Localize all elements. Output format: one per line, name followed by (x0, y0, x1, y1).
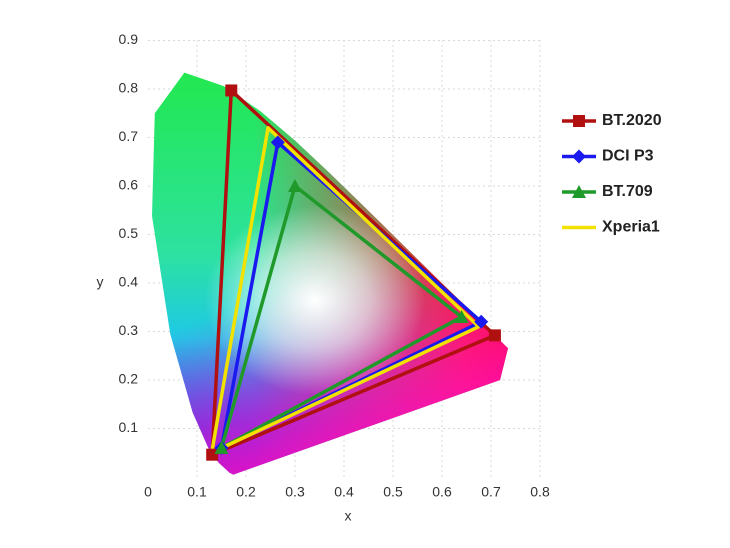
marker (206, 448, 219, 461)
marker (474, 314, 489, 329)
y-tick-label: 0.4 (119, 274, 139, 290)
marker (572, 149, 586, 164)
y-tick-label: 0.1 (119, 419, 139, 435)
legend-label: BT.2020 (602, 112, 662, 129)
y-tick-label: 0.9 (119, 31, 139, 47)
gamut-triangle (209, 126, 481, 455)
legend-label: Xperia1 (602, 219, 660, 236)
y-tick-label: 0.5 (119, 225, 139, 241)
x-tick-label: 0 (144, 484, 152, 500)
x-tick-label: 0.4 (334, 484, 354, 500)
marker (573, 115, 585, 127)
x-tick-label: 0.8 (530, 484, 550, 500)
gamut-triangle (210, 88, 497, 457)
y-tick-label: 0.8 (119, 80, 139, 96)
x-tick-label: 0.6 (432, 484, 452, 500)
legend-label: DCI P3 (602, 148, 654, 165)
x-tick-label: 0.1 (187, 484, 207, 500)
gamut-triangle (219, 184, 464, 450)
legend-label: BT.709 (602, 183, 653, 200)
y-tick-label: 0.2 (119, 371, 139, 387)
marker (288, 179, 302, 192)
legend-item: BT.709 (562, 183, 653, 200)
x-tick-label: 0.5 (383, 484, 403, 500)
y-tick-label: 0.6 (119, 177, 139, 193)
y-axis-label: y (97, 274, 104, 290)
x-tick-label: 0.3 (285, 484, 305, 500)
legend-item: DCI P3 (562, 148, 654, 165)
marker (225, 84, 238, 97)
x-tick-label: 0.7 (481, 484, 501, 500)
legend-item: BT.2020 (562, 112, 662, 129)
plot (206, 84, 501, 461)
x-tick-label: 0.2 (236, 484, 256, 500)
marker (572, 185, 586, 198)
marker (454, 309, 469, 323)
marker (488, 329, 501, 342)
y-tick-label: 0.7 (119, 128, 139, 144)
marker (270, 135, 285, 150)
legend-item: Xperia1 (562, 219, 660, 236)
y-tick-label: 0.3 (119, 322, 139, 338)
x-axis-label: x (345, 508, 352, 524)
marker (214, 440, 229, 454)
